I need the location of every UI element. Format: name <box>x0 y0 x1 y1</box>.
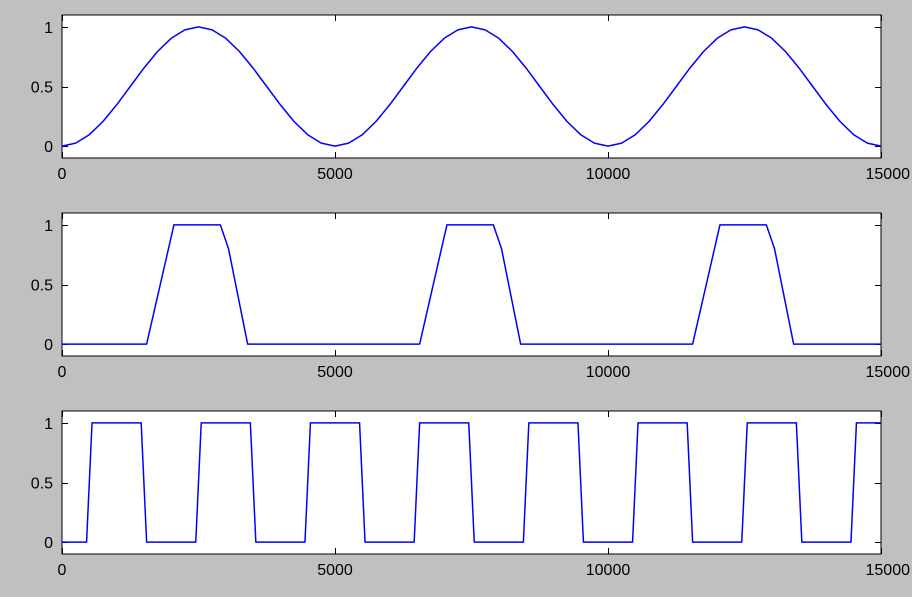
x-tick-label: 5000 <box>317 562 353 579</box>
x-tick-label: 10000 <box>586 364 631 381</box>
y-tick-label: 0.5 <box>31 476 53 493</box>
x-tick-label: 5000 <box>317 166 353 183</box>
y-tick-label: 0 <box>44 337 53 354</box>
subplot-3: 0 5000 10000 15000 0 0.5 1 <box>31 410 911 579</box>
x-tick-label: 10000 <box>586 166 631 183</box>
y-tick-label: 1 <box>44 416 53 433</box>
x-tick-label: 0 <box>58 166 67 183</box>
x-tick-label: 0 <box>58 364 67 381</box>
series-line-1 <box>61 26 882 147</box>
series-line-3 <box>62 422 881 543</box>
subplot-2: 0 5000 10000 15000 0 0.5 1 <box>31 212 911 381</box>
plot-area <box>61 212 882 357</box>
x-tick-label: 15000 <box>866 562 911 579</box>
y-tick-label: 0.5 <box>31 80 53 97</box>
x-tick-label: 5000 <box>317 364 353 381</box>
x-tick-label: 10000 <box>586 562 631 579</box>
y-tick-label: 1 <box>44 218 53 235</box>
x-tick-label: 15000 <box>866 166 911 183</box>
y-tick-label: 0 <box>44 535 53 552</box>
plot-area <box>61 14 882 159</box>
y-tick-label: 0 <box>44 139 53 156</box>
series-line-2 <box>62 224 881 345</box>
y-tick-label: 0.5 <box>31 278 53 295</box>
y-tick-label: 1 <box>44 20 53 37</box>
subplot-1: 0 5000 10000 15000 0 0.5 1 <box>31 14 911 183</box>
x-tick-label: 0 <box>58 562 67 579</box>
x-tick-label: 15000 <box>866 364 911 381</box>
